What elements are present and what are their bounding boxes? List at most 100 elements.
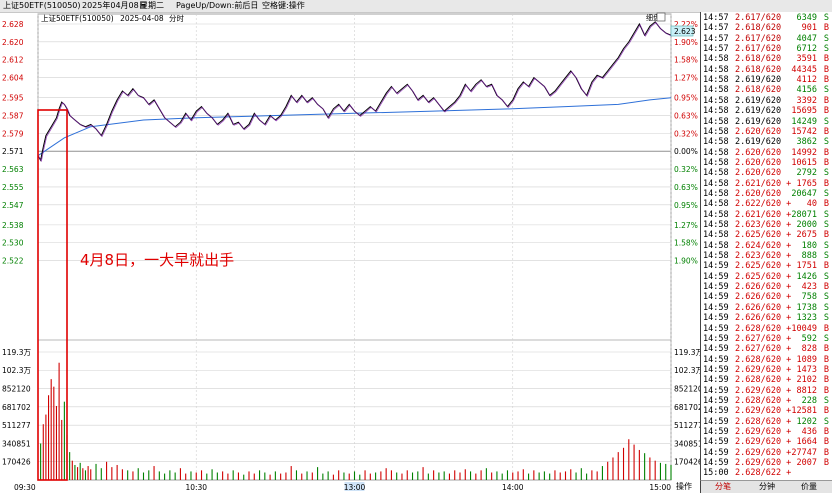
trade-side: S <box>823 13 829 23</box>
trade-price: 2.618/620 <box>735 85 782 96</box>
pct-tick-label: 0.32% <box>674 165 698 174</box>
tab-minutes[interactable]: 分钟 <box>759 482 775 491</box>
axis-labels: 2.628 2.22% 2.620 1.90% 2.612 1.58% 2.604 1.27%… <box>2 20 700 492</box>
trade-volume: 14249 <box>791 116 817 127</box>
volume-tick-label-right: 102.3万 <box>674 366 700 375</box>
trade-row: 14:59 2.628/620 + 1089 B <box>701 355 832 366</box>
current-price-box <box>670 25 694 37</box>
trade-price: 2.617/620 <box>735 13 782 23</box>
pct-tick-label: 0.63% <box>674 112 698 121</box>
operate-button[interactable]: 操作 <box>676 482 692 491</box>
trade-time: 14:58 <box>703 168 729 179</box>
trade-row: 14:59 2.628/620 + 228 S <box>701 396 832 407</box>
zoom-label[interactable]: 细盘 <box>646 13 660 22</box>
trade-price: 2.628/620 + <box>735 416 792 427</box>
price-tick-label: 2.538 <box>2 221 24 230</box>
trade-time: 14:58 <box>703 230 729 241</box>
trade-row: 14:57 2.617/620 6712 S <box>701 44 832 55</box>
intraday-chart[interactable]: 上证50ETF(510050) 2025-04-08 分时 细盘 2.628 2.… <box>0 12 700 492</box>
trade-time: 14:58 <box>703 54 729 65</box>
title-bar: 上证50ETF(510050) 2025年04月08日 星期二 PageUp/D… <box>0 0 832 13</box>
trade-row: 14:58 2.620/620 10615 B <box>701 158 832 169</box>
ticker-tabs: 分笔 分钟 价量 <box>700 480 832 493</box>
trade-side: S <box>823 416 829 427</box>
trade-side: B <box>823 261 829 272</box>
trade-side: B <box>823 178 829 189</box>
trade-time: 14:57 <box>703 13 729 23</box>
trade-price: 2.626/620 + <box>735 313 792 324</box>
trade-side: B <box>823 458 829 469</box>
time-tick-highlight <box>344 482 365 491</box>
trade-row: 14:58 2.619/620 4112 B <box>701 75 832 86</box>
time-tick-label: 13:00 <box>344 483 366 492</box>
volume-tick-label: 102.3万 <box>2 366 31 375</box>
trade-row: 14:58 2.623/620 + 888 S <box>701 251 832 262</box>
trade-side: S <box>823 395 829 406</box>
price-tick-label: 2.547 <box>2 201 24 210</box>
trade-side: B <box>823 230 829 241</box>
trade-time: 14:59 <box>703 302 729 313</box>
trade-side: S <box>823 333 829 344</box>
pct-tick-label: 0.95% <box>674 94 698 103</box>
pct-tick-label: 1.58% <box>674 239 698 248</box>
trade-side: S <box>823 271 829 282</box>
trade-volume: 15742 <box>791 126 817 137</box>
trade-price: 2.629/620 + <box>735 385 792 396</box>
trade-time: 14:59 <box>703 364 729 375</box>
trade-price: 2.620/620 <box>735 157 782 168</box>
trade-price: 2.628/620 + <box>735 323 792 334</box>
zoom-toggle-icon[interactable] <box>656 12 666 22</box>
trade-volume: 12581 <box>791 406 817 417</box>
trade-volume: 3591 <box>796 54 817 65</box>
trade-row: 14:59 2.629/620 + 1664 B <box>701 437 832 448</box>
trade-time: 14:58 <box>703 188 729 199</box>
trade-side: S <box>823 33 829 44</box>
weekday: 星期二 <box>140 1 164 10</box>
tab-price-volume[interactable]: 价量 <box>801 482 817 491</box>
trade-price: 2.625/620 + <box>735 261 792 272</box>
trade-time: 14:59 <box>703 395 729 406</box>
trade-price: 2.623/620 + <box>735 251 792 262</box>
trade-time: 14:58 <box>703 178 729 189</box>
trade-side: B <box>823 157 829 168</box>
pct-tick-label: 1.58% <box>674 56 698 65</box>
trade-time: 14:59 <box>703 375 729 386</box>
trade-row: 14:59 2.626/620 + 423 B <box>701 282 832 293</box>
trade-row: 14:59 2.628/620 + 1202 S <box>701 417 832 428</box>
highlight-box <box>37 109 68 481</box>
volume-tick-label: 340851 <box>2 439 31 448</box>
chart-caption-mode: 分时 <box>169 13 184 23</box>
trade-volume: 901 <box>801 23 817 34</box>
tab-ticks[interactable]: 分笔 <box>715 482 731 491</box>
trade-side: B <box>823 344 829 355</box>
space-hint: 空格键:操作 <box>262 1 305 10</box>
trade-row: 14:58 2.620/620 20647 S <box>701 189 832 200</box>
trade-volume: 1765 <box>796 178 817 189</box>
trade-volume: 14992 <box>791 147 817 158</box>
trade-side: B <box>823 95 829 106</box>
trade-volume: 1738 <box>796 302 817 313</box>
trade-side: B <box>823 406 829 417</box>
trade-time: 14:59 <box>703 344 729 355</box>
trade-price: 2.629/620 + <box>735 427 792 437</box>
trade-side: B <box>823 64 829 75</box>
trade-time: 14:59 <box>703 333 729 344</box>
trade-ticker-panel[interactable]: 14:57 2.617/620 6349 S 14:57 2.618/620 901 B 14:… <box>700 12 832 480</box>
trade-volume: 592 <box>801 333 817 344</box>
price-tick-label: 2.579 <box>2 129 24 138</box>
trade-price: 2.625/620 + <box>735 230 792 241</box>
trade-price: 2.620/620 <box>735 147 782 158</box>
trade-volume: 4112 <box>796 75 817 86</box>
trade-volume: 180 <box>801 240 817 251</box>
trade-price: 2.625/620 + <box>735 271 792 282</box>
trade-volume: 1426 <box>796 271 817 282</box>
trade-price: 2.620/620 <box>735 188 782 199</box>
trade-side: B <box>823 385 829 396</box>
trade-price: 2.628/620 + <box>735 395 792 406</box>
trade-price: 2.629/620 + <box>735 406 792 417</box>
trade-row: 14:58 2.618/620 44345 B <box>701 65 832 76</box>
trade-side: S <box>823 220 829 230</box>
trade-side: S <box>823 251 829 262</box>
chart-caption-date: 2025-04-08 <box>120 14 164 23</box>
trade-price: 2.621/620 + <box>735 209 792 220</box>
